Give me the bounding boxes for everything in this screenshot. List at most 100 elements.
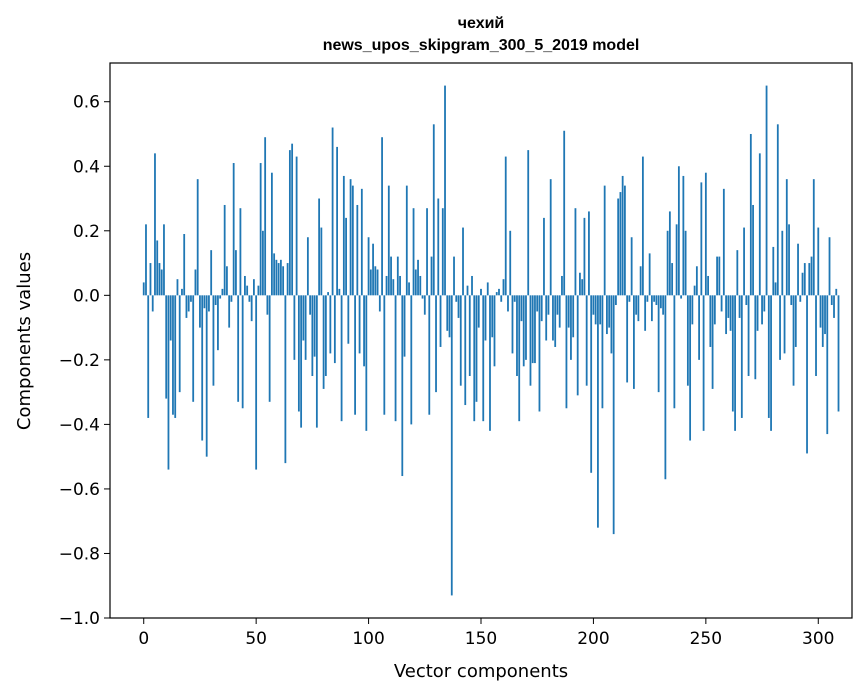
bar [538,295,541,412]
bar [331,127,334,296]
bar [833,295,835,318]
bar [567,295,570,328]
bar [806,295,808,454]
bar [815,295,817,376]
bar [743,227,745,296]
bar [291,143,294,296]
bar [534,295,536,364]
bar [720,295,723,312]
bar [441,208,444,296]
bar [217,295,219,351]
bar [284,295,287,464]
bar [376,269,379,296]
bar [264,137,267,296]
bar [212,295,215,386]
bar [552,295,554,341]
bar [666,230,669,296]
bar [599,295,602,325]
bar [781,230,784,296]
bar [221,288,224,296]
bar [671,263,674,296]
bar [664,295,667,480]
bar [349,179,352,296]
bar [192,295,195,402]
bar [190,295,192,302]
bar [147,295,150,418]
bar [716,256,718,296]
bar [734,295,736,431]
bar [572,295,575,338]
bar [185,295,188,318]
bar [606,295,608,335]
bar [570,295,572,360]
bar [199,295,201,328]
bar [219,295,222,299]
bar [439,295,442,347]
bar [722,188,725,296]
bar [340,295,343,422]
bar [529,295,532,386]
chart-title-line-1: чехий [458,15,505,32]
bar [727,295,730,318]
bar [151,295,154,312]
y-tick-label: −1.0 [59,609,100,629]
bar [435,295,437,393]
bar [516,295,518,376]
bar [583,217,586,296]
bar [779,295,781,360]
bar [336,146,338,296]
bar [403,295,406,357]
bar [738,295,741,318]
bar [511,295,514,354]
bar [725,295,727,335]
bar [608,295,611,328]
bar [183,234,186,296]
bar [630,237,633,296]
bar [788,224,790,296]
bar [612,295,615,535]
bar [581,279,584,296]
bar [803,263,806,296]
bar [637,295,640,322]
bar [794,295,797,347]
bar [387,185,390,296]
bar [797,243,799,296]
bar [709,295,712,347]
bar [471,275,473,296]
bar [149,263,152,296]
bar [718,256,721,296]
bar [468,295,471,376]
bar [250,295,253,322]
y-axis-label: Components values [14,252,35,430]
bar [601,295,604,409]
bar [507,295,509,312]
bar [423,295,426,315]
bar [747,295,750,376]
bar [378,295,381,312]
y-tick-label: −0.4 [59,415,100,435]
bar [772,246,775,296]
bar [453,256,455,296]
bar [707,275,709,296]
bar [774,282,777,296]
y-tick-label: 0.0 [73,286,100,306]
bar [817,227,820,296]
bar [576,295,579,396]
bar [432,124,435,296]
bar [489,295,491,431]
bar [354,295,356,415]
bar [686,295,689,386]
bar [698,295,700,360]
bar [783,295,786,354]
bar [196,179,199,296]
bar [646,295,649,302]
bar [650,295,653,322]
bar [448,295,451,338]
bar [675,224,678,296]
bar [493,295,496,367]
bar [579,272,581,296]
bar [624,185,626,296]
bar [205,295,208,457]
bar [522,295,525,367]
bar [226,266,228,296]
